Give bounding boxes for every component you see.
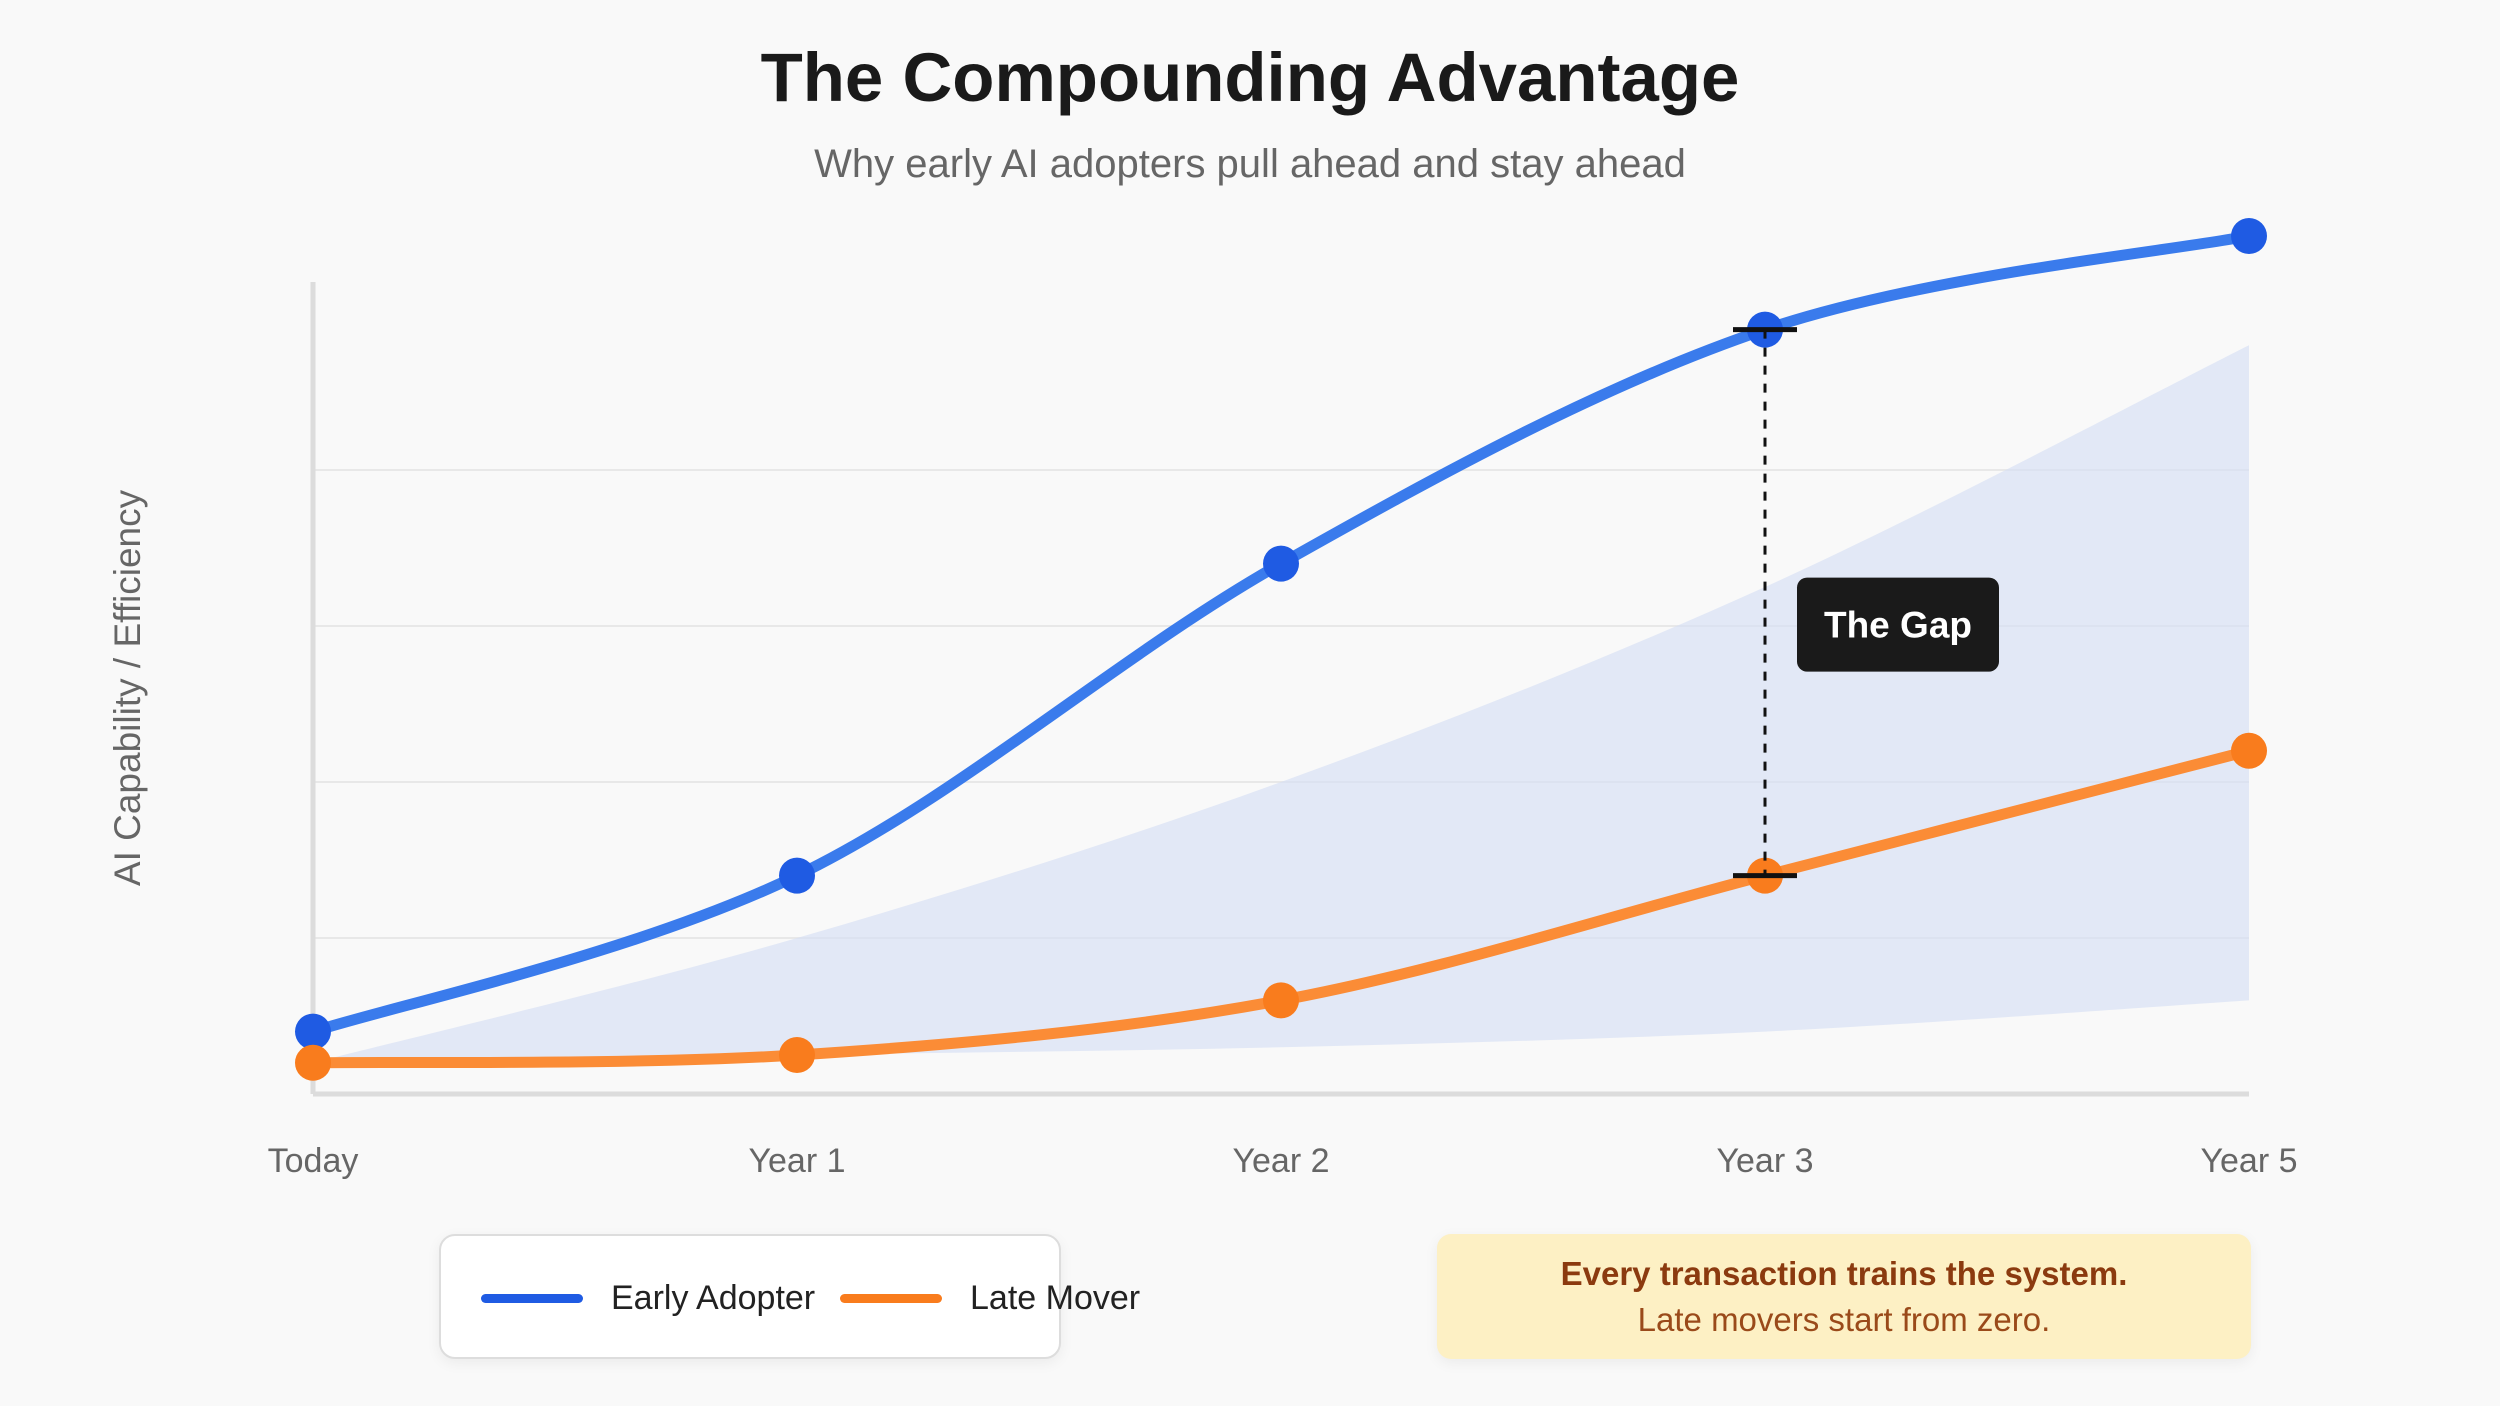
data-point-early-adopter-today [295,1013,331,1050]
data-point-early-adopter-year-5 [2231,218,2267,254]
y-axis-label: AI Capability / Efficiency [107,489,148,886]
data-point-late-mover-year-2 [1263,982,1299,1019]
legend: Early Adopter Late Mover [439,1234,1140,1361]
legend-item-early-adopter: Early Adopter [481,1236,815,1361]
legend-label-late-mover: Late Mover [970,1279,1141,1317]
x-tick-label-today: Today [268,1142,359,1180]
callout-headline: Every transaction trains the system. [1560,1254,2128,1292]
legend-item-late-mover: Late Mover [840,1236,1140,1361]
x-tick-label-year-2: Year 2 [1232,1142,1329,1180]
legend-swatch-late-mover [840,1294,942,1303]
x-tick-label-year-5: Year 5 [2200,1142,2297,1180]
callout-box: Every transaction trains the system. Lat… [1437,1234,2251,1359]
x-tick-label-year-1: Year 1 [748,1142,845,1180]
data-point-late-mover-year-5 [2231,732,2267,769]
gap-label-box [1797,577,1999,672]
callout-body: Late movers start from zero. [1637,1300,2051,1338]
data-point-early-adopter-year-1 [779,857,815,894]
data-point-early-adopter-year-2 [1263,545,1299,582]
legend-swatch-early-adopter [481,1294,583,1303]
x-tick-label-year-3: Year 3 [1716,1142,1813,1180]
data-point-late-mover-year-1 [779,1037,815,1073]
chart-title: The Compounding Advantage [760,39,1740,116]
gap-label: The Gap [1824,605,1972,646]
data-point-late-mover-today [295,1044,331,1081]
legend-label-early-adopter: Early Adopter [611,1279,816,1317]
chart-subtitle: Why early AI adopters pull ahead and sta… [814,142,1686,186]
